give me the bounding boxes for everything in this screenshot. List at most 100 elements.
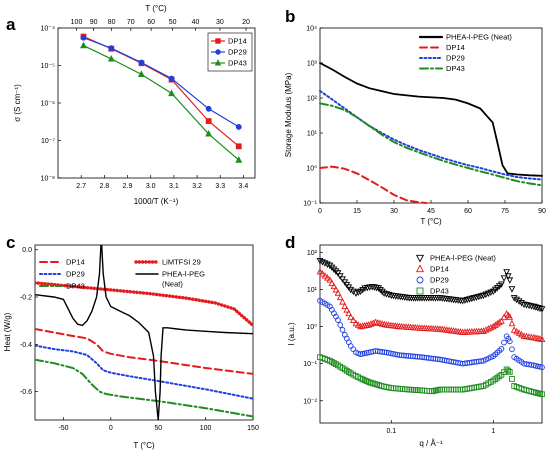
data-point-phea-l-peg bbox=[328, 264, 336, 272]
y-tick-label-a: 10⁻⁸ bbox=[41, 176, 55, 183]
data-point-dp43 bbox=[506, 369, 513, 375]
x-axis-label-a: 1000/T (K⁻¹) bbox=[134, 197, 179, 206]
data-point-dp14 bbox=[321, 272, 329, 279]
y-tick-label-b: 10¹ bbox=[307, 131, 318, 138]
data-point-phea-l-peg bbox=[510, 295, 518, 302]
y-tick-label-c: -0.2 bbox=[20, 295, 32, 302]
series-line-limtfsi bbox=[35, 281, 253, 328]
data-point-phea-l-peg bbox=[532, 304, 540, 311]
legend-label: PHEA-l-PEG (Neat) bbox=[446, 33, 512, 42]
series-line-dp29 bbox=[319, 89, 543, 181]
legend-label: DP14 bbox=[228, 37, 247, 46]
x-ticks-b: 0 15 30 45 60 75 90 bbox=[318, 200, 546, 215]
data-point-dp14 bbox=[349, 316, 357, 323]
legend-label: DP14 bbox=[446, 43, 465, 52]
y-tick-label-a: 10⁻⁴ bbox=[41, 26, 56, 33]
top-axis-label-a: T (°C) bbox=[145, 4, 167, 13]
panel-label-b: b bbox=[285, 7, 295, 26]
data-point-phea-l-peg bbox=[334, 270, 342, 277]
data-point-phea-l-peg bbox=[377, 287, 384, 294]
y-tick-label-a: 10⁻⁶ bbox=[41, 101, 55, 108]
series-line-dp43 bbox=[35, 358, 253, 418]
data-point-phea-l-peg bbox=[321, 260, 329, 267]
plot-area-d bbox=[319, 244, 543, 424]
data-point-dp14 bbox=[345, 309, 353, 317]
data-point-dp14 bbox=[367, 320, 375, 327]
data-point-dp29 bbox=[339, 327, 346, 333]
data-point-dp14 bbox=[328, 279, 336, 286]
legend-label: DP29 bbox=[66, 270, 85, 279]
data-point-dp14 bbox=[369, 319, 377, 326]
data-point-dp14 bbox=[515, 329, 523, 336]
y-tick-label-a: 10⁻⁷ bbox=[41, 138, 55, 145]
data-point-phea-l-peg bbox=[336, 273, 344, 280]
data-point-dp14 bbox=[513, 327, 521, 335]
data-point-dp14 bbox=[205, 118, 212, 124]
x-axis-label-c: T (°C) bbox=[133, 441, 155, 450]
x-tick-label-b: 30 bbox=[390, 208, 398, 215]
data-point-phea-l-peg bbox=[339, 276, 346, 283]
y-tick-label-d: 10⁰ bbox=[306, 323, 317, 331]
x-axis-label-b: T (°C) bbox=[420, 217, 442, 226]
legend-label: DP43 bbox=[66, 282, 85, 291]
panel-label-d: d bbox=[285, 233, 295, 252]
x-tick-label-d: 0.1 bbox=[386, 428, 396, 435]
x-ticks-a: 2.7 2.8 2.9 3.0 3.1 3.2 3.3 3.4 bbox=[76, 175, 248, 190]
legend-a: DP14 DP29 DP43 bbox=[207, 32, 253, 72]
x-axis-label-d: q / Å⁻¹ bbox=[419, 439, 443, 448]
legend-label: LiMTFSI 29 bbox=[162, 258, 201, 267]
legend-d: PHEA-l-PEG (Neat) DP14 DP29 DP43 bbox=[415, 254, 496, 296]
y-tick-label-b: 10² bbox=[307, 96, 318, 103]
legend-label: DP43 bbox=[430, 287, 449, 296]
legend-label: DP43 bbox=[228, 59, 247, 68]
legend-label: PHEA-l-PEG bbox=[162, 270, 205, 279]
x-tick-label-a: 2.7 bbox=[76, 183, 86, 190]
data-point-dp29 bbox=[138, 59, 145, 66]
data-point-phea-l-peg bbox=[316, 258, 324, 265]
y-ticks-a: 10⁻⁸ 10⁻⁷ 10⁻⁶ 10⁻⁵ 10⁻⁴ bbox=[41, 26, 61, 183]
y-tick-label-d: 10⁻² bbox=[303, 398, 317, 405]
panel-b: b 0 15 30 45 60 75 90 10⁻¹ 10⁰ 10¹ 10² 10³ 10⁴ T (°… bbox=[284, 7, 546, 226]
data-point-dp43 bbox=[80, 41, 87, 49]
data-point-phea-l-peg bbox=[515, 298, 523, 305]
x-tick-label-a: 2.8 bbox=[99, 183, 109, 190]
y-axis-label-b: Storage Modulus (MPa) bbox=[284, 72, 293, 157]
legend-marker bbox=[415, 254, 425, 263]
legend-marker bbox=[416, 276, 424, 284]
legend-marker bbox=[415, 264, 425, 273]
data-point-dp14 bbox=[365, 321, 373, 328]
data-point-phea-l-peg bbox=[385, 291, 393, 299]
data-point-dp29 bbox=[337, 322, 344, 328]
x-tick-label-b: 60 bbox=[464, 208, 472, 215]
data-point-phea-l-peg bbox=[498, 281, 505, 288]
top-tick-label-a: 30 bbox=[216, 19, 224, 26]
data-point-dp14 bbox=[538, 335, 546, 343]
top-tick-label-a: 80 bbox=[108, 19, 116, 26]
data-point-dp29 bbox=[509, 346, 515, 353]
legend-label: DP29 bbox=[228, 48, 247, 57]
top-tick-label-a: 70 bbox=[127, 19, 135, 26]
x-tick-label-b: 45 bbox=[427, 208, 435, 215]
data-point-phea-l-peg bbox=[326, 262, 334, 270]
top-tick-label-a: 100 bbox=[71, 19, 83, 26]
data-point-phea-l-peg bbox=[513, 296, 521, 304]
legend-label: DP14 bbox=[66, 258, 85, 267]
data-point-phea-l-peg bbox=[330, 266, 338, 273]
data-point-dp14 bbox=[316, 267, 324, 275]
x-tick-label-c: -50 bbox=[58, 425, 68, 432]
x-tick-label-a: 3.4 bbox=[239, 183, 249, 190]
legend-label: DP14 bbox=[430, 265, 449, 274]
legend-label: DP29 bbox=[446, 54, 465, 63]
y-tick-label-c: 0.0 bbox=[22, 247, 32, 254]
data-point-phea-l-peg bbox=[324, 261, 331, 268]
data-point-phea-l-peg bbox=[500, 275, 508, 282]
data-point-phea-l-peg bbox=[508, 286, 516, 293]
data-point-phea-l-peg bbox=[380, 290, 388, 297]
data-point-dp14 bbox=[508, 319, 516, 327]
x-tick-label-b: 75 bbox=[501, 208, 509, 215]
data-point-dp29 bbox=[350, 346, 357, 353]
data-point-dp14 bbox=[510, 326, 518, 333]
legend-label: PHEA-l-PEG (Neat) bbox=[430, 254, 496, 263]
data-point-dp29 bbox=[235, 124, 242, 130]
